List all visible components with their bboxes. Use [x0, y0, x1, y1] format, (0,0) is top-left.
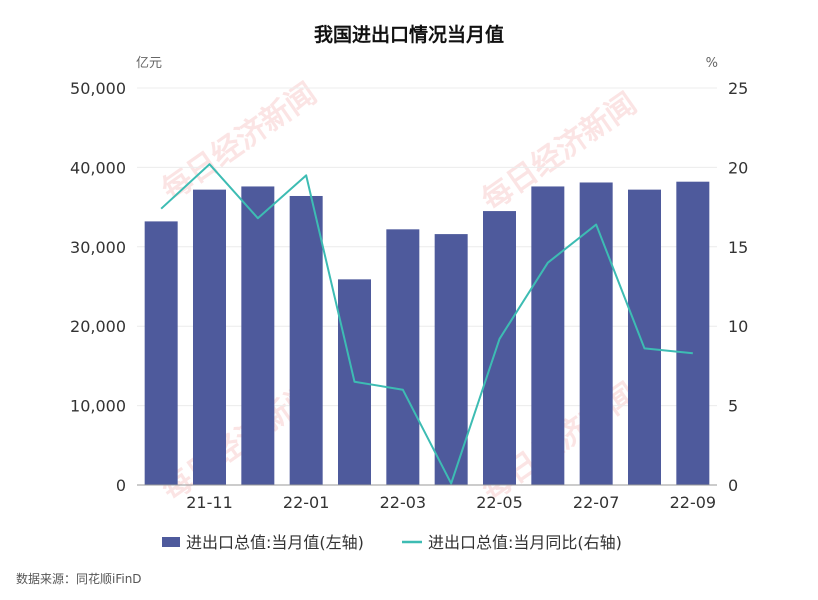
bar-21-10: [144, 221, 178, 485]
bar-22-03: [386, 229, 420, 485]
source-note: 数据来源：同花顺iFinD: [16, 571, 142, 586]
bar-22-06: [531, 186, 565, 485]
y-left-tick-1: 10,000: [70, 397, 126, 416]
y-left-tick-2: 20,000: [70, 317, 126, 336]
y-right-tick-1: 5: [728, 397, 738, 416]
chart-title: 我国进出口情况当月值: [314, 23, 504, 46]
x-tick-22-07: 22-07: [573, 493, 620, 512]
line-series: [160, 163, 693, 485]
bar-22-01: [289, 195, 323, 485]
y-right-tick-2: 10: [728, 317, 748, 336]
y-left-tick-0: 0: [116, 476, 126, 495]
axes: 0 0 10,000 5 20,000 10 30,000 15 40,000 20 50,000 2…: [70, 79, 748, 512]
legend-bar-label: 进出口总值:当月值(左轴): [186, 533, 364, 552]
bar-22-05: [483, 211, 516, 485]
x-tick-22-05: 22-05: [476, 493, 523, 512]
x-tick-22-09: 22-09: [670, 493, 717, 512]
y-right-tick-0: 0: [728, 476, 738, 495]
x-tick-21-11: 21-11: [186, 493, 233, 512]
x-tick-22-03: 22-03: [380, 493, 427, 512]
bar-22-07: [579, 182, 613, 485]
yoy-line: [160, 163, 693, 485]
bar-22-04: [434, 234, 468, 485]
legend-bar-swatch: [162, 537, 180, 547]
watermark-0: 每日经济新闻: [156, 76, 324, 208]
x-tick-22-01: 22-01: [283, 493, 330, 512]
y-right-tick-4: 20: [728, 158, 748, 177]
y-right-tick-3: 15: [728, 238, 748, 257]
y-left-tick-5: 50,000: [70, 79, 126, 98]
bar-series: [144, 181, 710, 485]
y-left-tick-4: 40,000: [70, 158, 126, 177]
bar-22-09: [676, 181, 710, 485]
right-axis-unit: %: [706, 56, 718, 71]
bar-22-08: [628, 189, 661, 485]
grid-lines: [137, 87, 717, 407]
bar-21-11: [193, 189, 226, 485]
y-left-tick-3: 30,000: [70, 238, 126, 257]
legend: 进出口总值:当月值(左轴) 进出口总值:当月同比(右轴): [162, 533, 622, 552]
y-right-tick-5: 25: [728, 79, 748, 98]
bar-21-12: [241, 186, 275, 485]
left-axis-unit: 亿元: [136, 56, 162, 71]
legend-line-label: 进出口总值:当月同比(右轴): [428, 533, 622, 552]
